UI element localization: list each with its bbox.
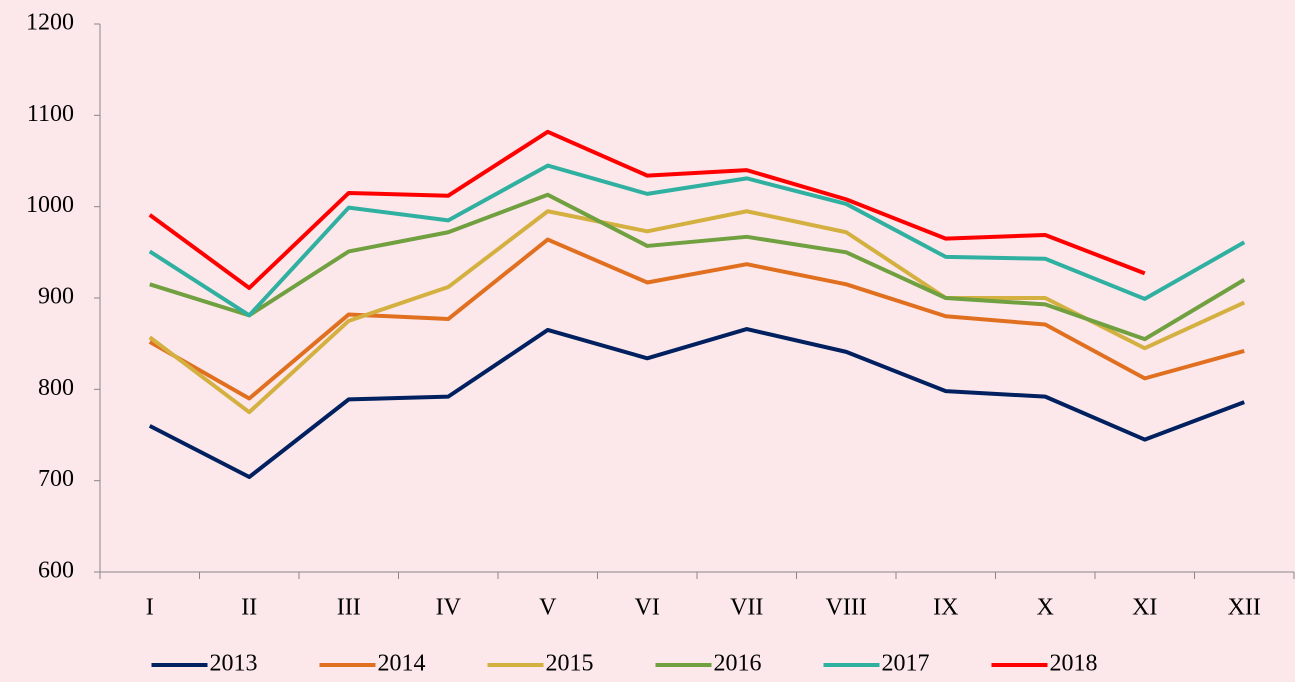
y-tick-label: 700 xyxy=(38,466,74,492)
x-tick-label: III xyxy=(337,595,361,621)
legend-label: 2018 xyxy=(1050,651,1098,677)
series-line xyxy=(149,192,1246,342)
x-tick-label: X xyxy=(1037,595,1054,621)
y-tick-label: 800 xyxy=(38,375,74,401)
x-tick-label: IX xyxy=(933,595,958,621)
y-tick-label: 1200 xyxy=(26,10,74,36)
legend-label: 2015 xyxy=(546,651,594,677)
legend-label: 2014 xyxy=(378,651,426,677)
x-tick-label: XI xyxy=(1132,595,1157,621)
y-tick-label: 1000 xyxy=(26,192,74,218)
x-tick-label: VI xyxy=(635,595,660,621)
series-line xyxy=(148,327,1245,480)
series-line xyxy=(148,163,1246,318)
x-tick-label: II xyxy=(241,595,257,621)
legend-label: 2016 xyxy=(714,651,762,677)
x-tick-label: V xyxy=(539,595,557,621)
x-tick-label: IV xyxy=(436,595,462,621)
x-tick-label: I xyxy=(146,595,154,621)
series-line xyxy=(148,209,1246,415)
y-tick-label: 600 xyxy=(38,558,74,584)
series-line xyxy=(148,129,1146,290)
x-tick-label: VIII xyxy=(826,595,867,621)
x-tick-label: XII xyxy=(1228,595,1261,621)
y-tick-label: 1100 xyxy=(27,101,74,127)
y-tick-label: 900 xyxy=(38,284,74,310)
legend-label: 2017 xyxy=(882,651,930,677)
series-line xyxy=(148,237,1245,401)
x-tick-label: VII xyxy=(730,595,763,621)
legend-label: 2013 xyxy=(210,651,258,677)
